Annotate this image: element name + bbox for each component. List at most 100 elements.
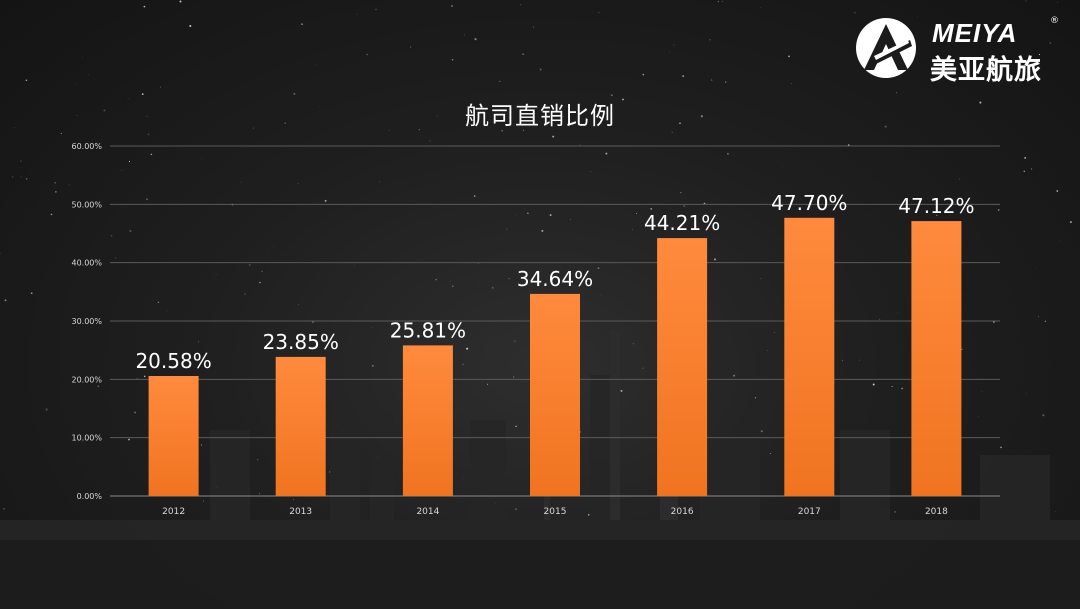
star xyxy=(487,383,488,385)
star xyxy=(663,223,666,226)
star xyxy=(901,387,903,390)
star xyxy=(451,59,454,61)
star xyxy=(632,343,635,345)
star xyxy=(267,250,269,252)
star xyxy=(682,75,685,78)
star xyxy=(466,347,469,350)
star xyxy=(301,23,303,26)
star xyxy=(549,214,552,217)
star xyxy=(20,176,22,178)
x-tick-label: 2017 xyxy=(798,507,821,517)
star xyxy=(1000,446,1002,449)
y-tick-label: 60.00% xyxy=(71,142,102,151)
star xyxy=(1042,414,1045,417)
star xyxy=(760,430,763,433)
star xyxy=(474,195,476,197)
star xyxy=(620,389,623,392)
star xyxy=(87,74,89,76)
star xyxy=(110,234,113,237)
star xyxy=(514,340,516,342)
star xyxy=(622,98,624,101)
star xyxy=(134,411,137,414)
star xyxy=(508,277,510,280)
star xyxy=(579,144,581,146)
star xyxy=(529,291,530,292)
star xyxy=(680,192,682,194)
star xyxy=(55,191,57,193)
star xyxy=(668,51,670,52)
star xyxy=(610,94,613,97)
star xyxy=(128,160,131,163)
star xyxy=(50,213,53,216)
star xyxy=(717,0,720,3)
star xyxy=(710,79,713,81)
star xyxy=(725,81,727,83)
star xyxy=(520,4,522,6)
star xyxy=(215,273,217,275)
star xyxy=(452,285,454,288)
star xyxy=(515,425,517,428)
star xyxy=(679,122,681,125)
star xyxy=(605,152,608,155)
star xyxy=(103,109,106,112)
star xyxy=(324,199,327,202)
star xyxy=(501,129,503,132)
star xyxy=(366,53,368,56)
star xyxy=(83,457,84,459)
star xyxy=(552,135,555,138)
star xyxy=(127,98,129,100)
star xyxy=(636,213,638,215)
meiya-a-emblem-icon xyxy=(856,18,916,78)
star xyxy=(257,459,259,461)
star xyxy=(76,114,78,116)
star xyxy=(75,83,77,85)
star xyxy=(463,478,465,480)
star xyxy=(1023,170,1026,173)
chart-title: 航司直销比例 xyxy=(465,102,615,130)
star xyxy=(375,9,377,10)
star xyxy=(979,101,982,104)
star xyxy=(522,53,524,55)
x-tick-label: 2013 xyxy=(289,507,312,517)
star xyxy=(642,367,644,369)
star xyxy=(379,181,381,183)
x-tick-label: 2014 xyxy=(416,507,439,517)
star xyxy=(1031,168,1033,170)
bar-data-label: 20.58% xyxy=(135,349,211,373)
star xyxy=(14,127,15,128)
star xyxy=(293,498,295,501)
star xyxy=(992,321,995,323)
bar xyxy=(402,345,453,496)
star xyxy=(4,299,7,302)
star xyxy=(261,270,263,273)
star xyxy=(722,1,724,2)
star xyxy=(200,444,203,446)
star xyxy=(788,55,790,58)
star xyxy=(25,79,28,82)
star xyxy=(451,5,453,7)
star xyxy=(449,281,451,283)
star xyxy=(769,452,771,455)
star xyxy=(956,23,958,26)
star xyxy=(713,258,717,261)
star xyxy=(632,229,633,230)
star xyxy=(435,279,437,281)
star xyxy=(894,511,896,513)
star xyxy=(1038,316,1040,318)
star xyxy=(284,122,287,124)
y-tick-label: 0.00% xyxy=(77,492,103,501)
star xyxy=(671,131,673,133)
star xyxy=(854,12,856,14)
star xyxy=(1025,392,1027,394)
bar-data-label: 34.64% xyxy=(517,267,593,291)
star xyxy=(495,119,497,120)
star xyxy=(464,34,465,36)
y-tick-label: 50.00% xyxy=(71,200,102,209)
star xyxy=(240,181,242,183)
star xyxy=(562,115,564,117)
star xyxy=(356,14,358,15)
star xyxy=(658,199,660,201)
star xyxy=(183,511,185,514)
